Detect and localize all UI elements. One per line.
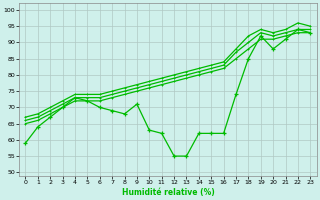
- X-axis label: Humidité relative (%): Humidité relative (%): [122, 188, 214, 197]
